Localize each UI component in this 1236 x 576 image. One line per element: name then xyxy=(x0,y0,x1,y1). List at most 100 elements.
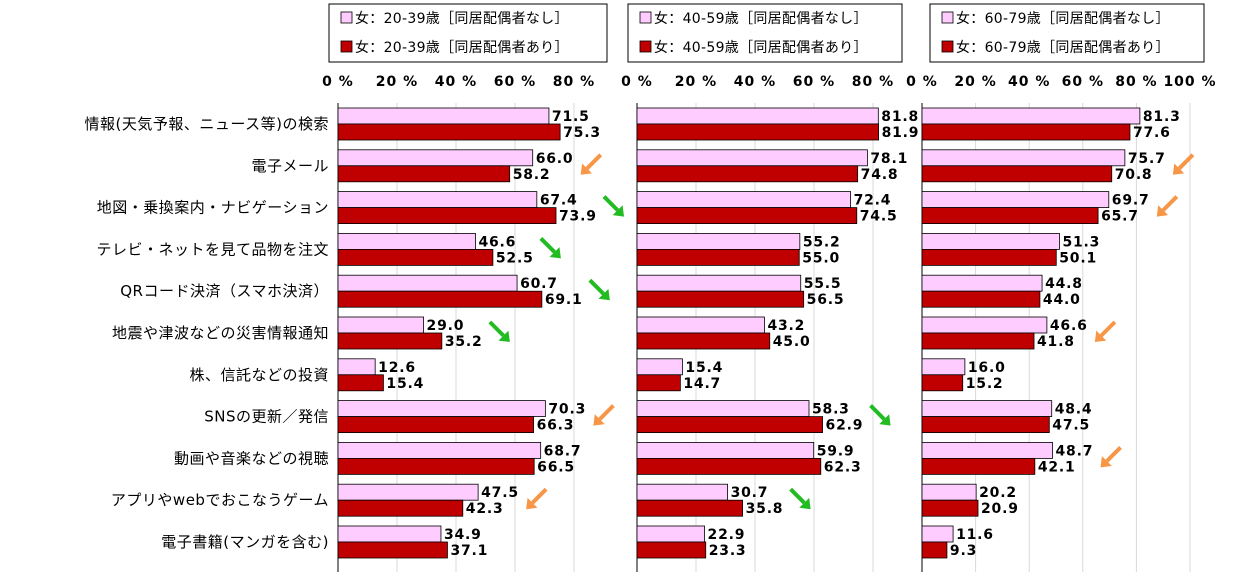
bar xyxy=(636,165,859,183)
data-label: 77.6 xyxy=(1133,125,1171,141)
bar xyxy=(337,191,538,209)
category-label: 動画や音楽などの視聴 xyxy=(174,449,329,467)
data-label: 59.9 xyxy=(817,443,855,459)
bar xyxy=(636,541,707,559)
bar xyxy=(337,541,448,559)
legend-box xyxy=(627,3,903,63)
legend-swatch xyxy=(639,11,652,24)
data-label: 41.8 xyxy=(1037,334,1075,350)
data-label: 9.3 xyxy=(950,543,977,559)
bar xyxy=(636,123,880,141)
bar xyxy=(921,290,1041,308)
data-label: 22.9 xyxy=(708,527,746,543)
arrow-shaft xyxy=(789,487,806,505)
data-label: 20.9 xyxy=(981,501,1019,517)
bar xyxy=(636,149,868,167)
data-label: 56.5 xyxy=(807,292,845,308)
data-label: 46.6 xyxy=(478,234,516,250)
arrow-shaft xyxy=(1177,153,1195,170)
data-label: 51.3 xyxy=(1062,234,1100,250)
data-label: 66.5 xyxy=(537,459,575,475)
data-label: 55.5 xyxy=(804,276,842,292)
bar xyxy=(636,374,681,392)
data-label: 44.8 xyxy=(1045,276,1083,292)
data-label: 74.8 xyxy=(861,167,899,183)
bar xyxy=(636,207,858,225)
bar xyxy=(337,441,542,459)
bar xyxy=(337,457,535,475)
arrow-down-left-icon xyxy=(580,153,603,175)
legend-box xyxy=(328,3,608,63)
data-label: 45.0 xyxy=(773,334,811,350)
data-label: 58.3 xyxy=(812,402,850,418)
tick-label: 60 % xyxy=(793,74,835,90)
data-label: 69.7 xyxy=(1112,193,1150,209)
legend-label: 女：60-79歳［同居配偶者なし］ xyxy=(956,10,1170,27)
legend-box xyxy=(929,3,1205,63)
bar xyxy=(636,107,879,125)
data-label: 66.3 xyxy=(537,418,575,434)
bar xyxy=(921,358,966,376)
data-label: 34.9 xyxy=(444,527,482,543)
data-label: 66.0 xyxy=(536,151,574,167)
category-label: 電子書籍(マンガを含む) xyxy=(161,533,329,551)
category-label: 株、信託などの投資 xyxy=(189,366,329,384)
tick-label: 80 % xyxy=(1115,74,1157,90)
arrow-shaft xyxy=(1099,320,1117,338)
bar xyxy=(636,316,765,334)
bar xyxy=(921,191,1110,209)
bar xyxy=(636,400,810,418)
bar xyxy=(636,499,744,517)
bar xyxy=(636,248,800,266)
data-label: 15.4 xyxy=(386,376,424,392)
tick-label: 0 % xyxy=(906,74,938,90)
bar xyxy=(636,416,823,434)
data-label: 72.4 xyxy=(854,193,892,209)
data-label: 78.1 xyxy=(870,151,908,167)
bar xyxy=(337,499,464,517)
legend-label: 女：20-39歳［同居配偶者あり］ xyxy=(355,39,569,56)
arrow-shaft xyxy=(531,487,548,505)
tick-label: 40 % xyxy=(734,74,776,90)
arrow-head xyxy=(612,205,625,217)
tick-label: 60 % xyxy=(494,74,536,90)
data-label: 68.7 xyxy=(544,443,582,459)
bar xyxy=(921,165,1113,183)
tick-label: 40 % xyxy=(435,74,477,90)
arrow-down-left-icon xyxy=(1100,445,1122,468)
arrow-down-left-icon xyxy=(526,487,548,510)
data-label: 44.0 xyxy=(1043,292,1081,308)
data-label: 15.4 xyxy=(685,360,723,376)
legend-label: 女：20-39歳［同居配偶者なし］ xyxy=(355,10,569,27)
bar xyxy=(636,274,802,292)
arrow-shaft xyxy=(598,404,615,421)
bar xyxy=(337,274,518,292)
category-label: 地震や津波などの災害情報通知 xyxy=(112,324,329,342)
data-label: 75.3 xyxy=(563,125,601,141)
bar xyxy=(337,374,384,392)
data-label: 81.8 xyxy=(881,109,919,125)
category-label: アプリやwebでおこなうゲーム xyxy=(111,491,329,509)
data-label: 43.2 xyxy=(767,318,805,334)
arrow-head xyxy=(549,247,561,259)
bar xyxy=(337,248,494,266)
data-label: 47.5 xyxy=(1052,418,1090,434)
data-label: 69.1 xyxy=(545,292,583,308)
data-label: 70.8 xyxy=(1115,167,1153,183)
data-label: 12.6 xyxy=(378,360,416,376)
bar xyxy=(921,232,1060,250)
tick-label: 60 % xyxy=(1062,74,1104,90)
bar xyxy=(636,358,683,376)
data-label: 14.7 xyxy=(683,376,721,392)
legend-label: 女：60-79歳［同居配偶者あり］ xyxy=(956,39,1170,56)
bar xyxy=(636,483,728,501)
arrow-shaft xyxy=(488,320,505,338)
data-label: 60.7 xyxy=(520,276,558,292)
data-label: 81.9 xyxy=(882,125,920,141)
arrow-down-right-icon xyxy=(789,487,811,510)
bar xyxy=(921,248,1057,266)
bar xyxy=(337,165,511,183)
data-label: 46.6 xyxy=(1050,318,1088,334)
data-label: 30.7 xyxy=(731,485,769,501)
bar xyxy=(337,525,442,543)
